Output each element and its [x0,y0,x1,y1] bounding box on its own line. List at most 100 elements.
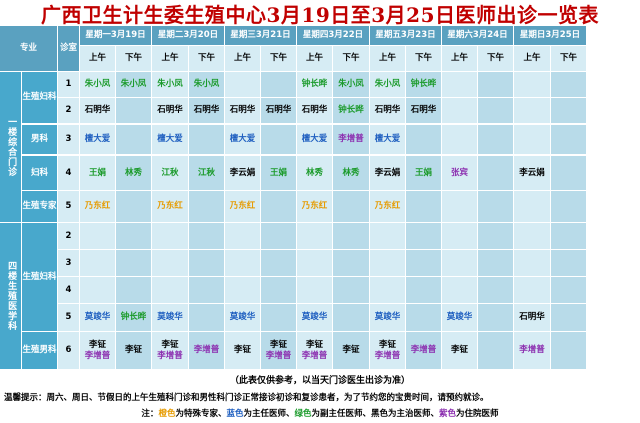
doctor-name: 江秋 [161,167,179,178]
doctor-cell: 朱小凤 [152,72,189,98]
doctor-cell: 江秋 [189,156,225,191]
doctor-cell: 石明华 [406,98,442,124]
doctor-name: 乃东红 [157,201,183,212]
doctor-cell: 檀大爱 [370,125,406,155]
doctor-name: 张宾 [450,167,468,178]
doctor-cell: 林秀 [116,156,152,191]
room-number: 1 [58,72,80,98]
doctor-cell [478,332,514,370]
day-date: 3月19日 [110,30,146,41]
doctor-cell: 李云娟 [370,156,406,191]
doctor-name: 李增普 [338,134,364,145]
day-header: 星期日 3月25日 [514,26,587,46]
doctor-cell [442,223,478,250]
doctor-cell [333,191,370,223]
doctor-cell: 钟长晔 [297,72,333,98]
doctor-cell: 乃东红 [152,191,189,223]
doctor-name: 钟长晔 [301,79,328,90]
room-number: 2 [58,223,80,250]
doctor-cell [478,72,514,98]
doctor-cell [442,277,478,304]
doctor-name: 李钲 [342,345,360,356]
doctor-cell: 张宾 [442,156,478,191]
doctor-cell: 李增普 [514,332,551,370]
doctor-cell [406,277,442,304]
doctor-cell: 石明华 [80,98,116,124]
doctor-cell: 李钲 [442,332,478,370]
doctor-cell [478,304,514,332]
doctor-cell: 李钲 李增普 [261,332,297,370]
doctor-name: 乃东红 [374,201,401,212]
doctor-cell [116,223,152,250]
doctor-name: 莫竣华 [374,312,401,323]
doctor-name: 乃东红 [229,201,256,212]
pm-label: 下午 [551,46,587,72]
doctor-cell [478,125,514,155]
room-number: 3 [58,125,80,155]
doctor-cell [80,223,116,250]
doctor-cell [297,223,333,250]
header-major: 专业 [0,26,58,72]
doctor-name: 朱小凤 [120,79,147,90]
doctor-name: 朱小凤 [338,79,364,90]
page-title: 广西卫生计生委生殖中心3月19日至3月25日医师出诊一览表 [41,3,599,27]
floor-label: 一楼综合门诊 [0,72,22,223]
room-number: 4 [58,156,80,191]
doctor-cell: 石明华 [370,98,406,124]
pm-label: 下午 [406,46,442,72]
doctor-cell [225,223,261,250]
doctor-cell [370,223,406,250]
doctor-name: 王娟 [88,167,106,178]
doctor-cell: 江秋 [152,156,189,191]
doctor-cell: 石明华 [297,98,333,124]
doctor-cell [189,223,225,250]
day-header: 星期五 3月23日 [370,26,442,46]
doctor-cell [551,98,587,124]
legend-item: 橙色 [158,409,176,419]
doctor-cell [406,250,442,277]
doctor-name: 李增普 [265,350,292,361]
doctor-cell: 李钲 [116,332,152,370]
doctor-name: 石明华 [229,105,256,116]
doctor-name: 石明华 [519,312,545,323]
doctor-cell: 王娟 [406,156,442,191]
pm-label: 下午 [478,46,514,72]
doctor-name: 林秀 [342,167,360,178]
am-label: 上午 [514,46,551,72]
doctor-cell [261,277,297,304]
doctor-cell [478,98,514,124]
day-date: 3月23日 [400,30,436,41]
doctor-cell [551,304,587,332]
doctor-name: 李钲 [378,339,396,350]
doctor-cell [442,125,478,155]
doctor-cell [514,125,551,155]
legend-item: 为副主任医师、黑色为主治医师、 [311,409,440,419]
doctor-name: 李增普 [374,350,401,361]
doctor-cell [189,125,225,155]
am-label: 上午 [225,46,261,72]
day-weekday: 星期五 [375,30,401,41]
doctor-name: 钟长晔 [338,105,364,116]
doctor-cell: 石明华 [514,304,551,332]
doctor-name: 莫竣华 [84,312,111,323]
doctor-name: 李增普 [301,350,328,361]
doctor-cell [551,332,587,370]
day-header: 星期一 3月19日 [80,26,152,46]
doctor-name: 王娟 [269,167,287,178]
doctor-cell [333,250,370,277]
doctor-cell: 莫竣华 [152,304,189,332]
doctor-cell: 朱小凤 [189,72,225,98]
doctor-name: 朱小凤 [374,79,401,90]
doctor-cell [297,277,333,304]
doctor-name: 石明华 [374,105,401,116]
doctor-cell: 檀大爱 [225,125,261,155]
doctor-name: 江秋 [197,167,215,178]
doctor-cell: 檀大爱 [152,125,189,155]
doctor-cell [478,250,514,277]
doctor-name: 李钲 [269,339,287,350]
day-weekday: 星期四 [302,30,329,41]
department-label: 生殖专家 [22,191,58,223]
day-date: 3月25日 [545,30,581,41]
day-header: 星期四 3月22日 [297,26,370,46]
doctor-cell: 林秀 [333,156,370,191]
